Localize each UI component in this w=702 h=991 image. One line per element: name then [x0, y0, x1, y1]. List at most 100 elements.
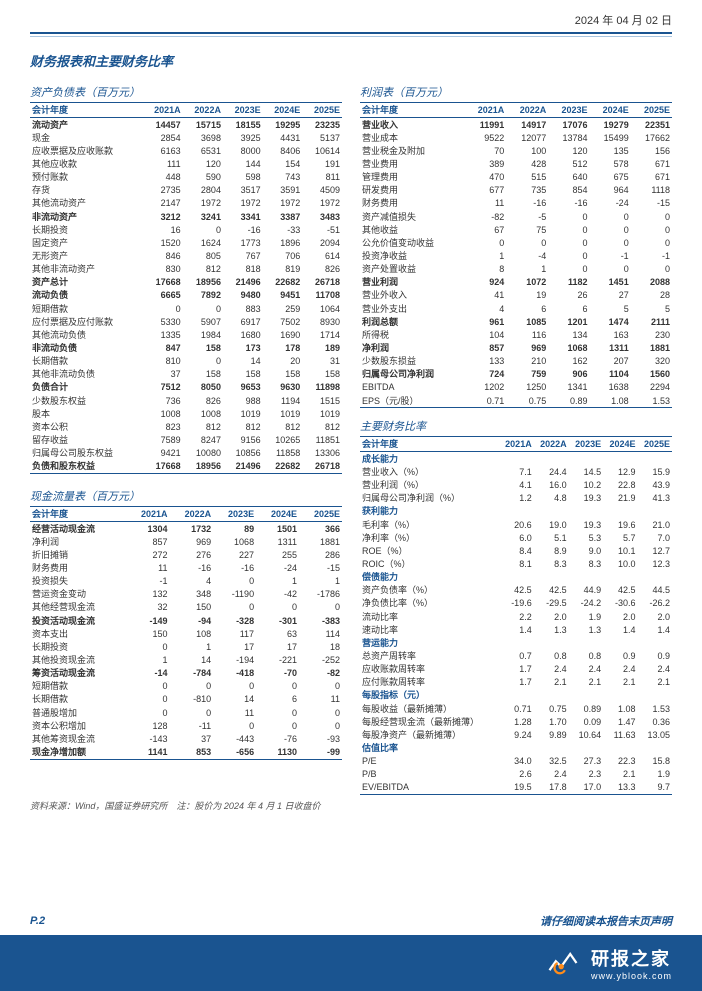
col-header: 2023E: [223, 103, 263, 118]
cell: 5: [631, 302, 672, 315]
right-column: 利润表（百万元） 会计年度2021A2022A2023E2024E2025E营业…: [360, 84, 672, 795]
cell: 1.70: [534, 715, 569, 728]
cell: 114: [299, 627, 342, 640]
cell: 6: [506, 302, 548, 315]
cell: -76: [256, 732, 299, 745]
cell: 0: [256, 680, 299, 693]
brand-logo-icon: [545, 945, 581, 981]
cell: 1141: [126, 745, 170, 759]
cell: 9421: [142, 447, 182, 460]
cell: -99: [299, 745, 342, 759]
cell: 1311: [589, 342, 630, 355]
cell: 固定资产: [30, 236, 142, 249]
cell: 1008: [142, 407, 182, 420]
cell: 资本支出: [30, 627, 126, 640]
cell: 13784: [548, 131, 589, 144]
cell: 应付票据及应付账款: [30, 315, 142, 328]
cell: 5.3: [569, 531, 603, 544]
cell: 857: [126, 535, 170, 548]
cell: 4509: [302, 184, 342, 197]
section-header: 获利能力: [360, 505, 499, 518]
cell: 853: [169, 745, 213, 759]
cell: 128: [126, 719, 170, 732]
cell: 812: [223, 420, 263, 433]
cell: -1: [589, 250, 630, 263]
cell: 长期投资: [30, 223, 142, 236]
cell: 10.1: [603, 544, 637, 557]
cell: -11: [169, 719, 213, 732]
cell: 17: [213, 640, 256, 653]
cell: 1.4: [603, 623, 637, 636]
cell: 812: [302, 420, 342, 433]
cell: 0: [464, 236, 506, 249]
cell: 存货: [30, 184, 142, 197]
col-header: 会计年度: [30, 103, 142, 118]
cell: 2147: [142, 197, 182, 210]
cell: 应付账款周转率: [360, 676, 499, 689]
cell: 1: [464, 250, 506, 263]
cell: 0.71: [499, 702, 534, 715]
cell: 348: [169, 588, 213, 601]
cell: 7.0: [638, 531, 672, 544]
cell: 19295: [263, 118, 303, 132]
cell: -143: [126, 732, 170, 745]
cell: 227: [213, 548, 256, 561]
col-header: 2022A: [169, 506, 213, 521]
cell: EPS（元/股）: [360, 394, 464, 408]
cell: 归属母公司股东权益: [30, 447, 142, 460]
cell: 104: [464, 328, 506, 341]
cell: 少数股东损益: [360, 355, 464, 368]
cell: 675: [589, 171, 630, 184]
cell: 111: [142, 158, 182, 171]
cell: -19.6: [499, 597, 534, 610]
cell: 810: [142, 355, 182, 368]
cell: 2.0: [534, 610, 569, 623]
cell: 其他流动负债: [30, 328, 142, 341]
cell: 63: [256, 627, 299, 640]
cell: 7.1: [499, 466, 534, 479]
cell: 854: [548, 184, 589, 197]
col-header: 会计年度: [360, 437, 499, 452]
cell: 2.4: [534, 663, 569, 676]
cell: -82: [464, 210, 506, 223]
cell: 13.05: [638, 728, 672, 741]
cell: 3483: [302, 210, 342, 223]
cell: 其他流动资产: [30, 197, 142, 210]
cell: 276: [169, 548, 213, 561]
cell: 净利润: [360, 342, 464, 355]
cell: 应收账款周转率: [360, 663, 499, 676]
cell: 8.4: [499, 544, 534, 557]
col-header: 2022A: [506, 103, 548, 118]
cell: 22.8: [603, 479, 637, 492]
cell: 178: [263, 342, 303, 355]
cell: 资产处置收益: [360, 263, 464, 276]
cell: 0.09: [569, 715, 603, 728]
cell: 19.6: [603, 518, 637, 531]
cell: 2.2: [499, 610, 534, 623]
cell: 1: [256, 575, 299, 588]
cell: 0: [631, 223, 672, 236]
cell: 资产减值损失: [360, 210, 464, 223]
cell: 1201: [548, 315, 589, 328]
cell: 805: [183, 250, 223, 263]
cell: 924: [464, 276, 506, 289]
cell: 2.4: [638, 663, 672, 676]
cell: 非流动资产: [30, 210, 142, 223]
cell: 15715: [183, 118, 223, 132]
cell: 每股收益（最新摊薄）: [360, 702, 499, 715]
cell: 9.89: [534, 728, 569, 741]
cell: 19.0: [534, 518, 569, 531]
cell: -1190: [213, 588, 256, 601]
page-number: P.2: [30, 915, 45, 927]
brand-url: www.yblook.com: [591, 971, 672, 981]
cell: 26718: [302, 460, 342, 474]
cell: 其他投资现金流: [30, 653, 126, 666]
cell: 净负债比率（%）: [360, 597, 499, 610]
cell: 0: [548, 236, 589, 249]
cell: 短期借款: [30, 680, 126, 693]
cell: 总资产周转率: [360, 649, 499, 662]
cell: 营业利润: [360, 276, 464, 289]
cell: 27: [589, 289, 630, 302]
brand-name-cn: 研报之家: [591, 945, 671, 971]
cell: 5330: [142, 315, 182, 328]
